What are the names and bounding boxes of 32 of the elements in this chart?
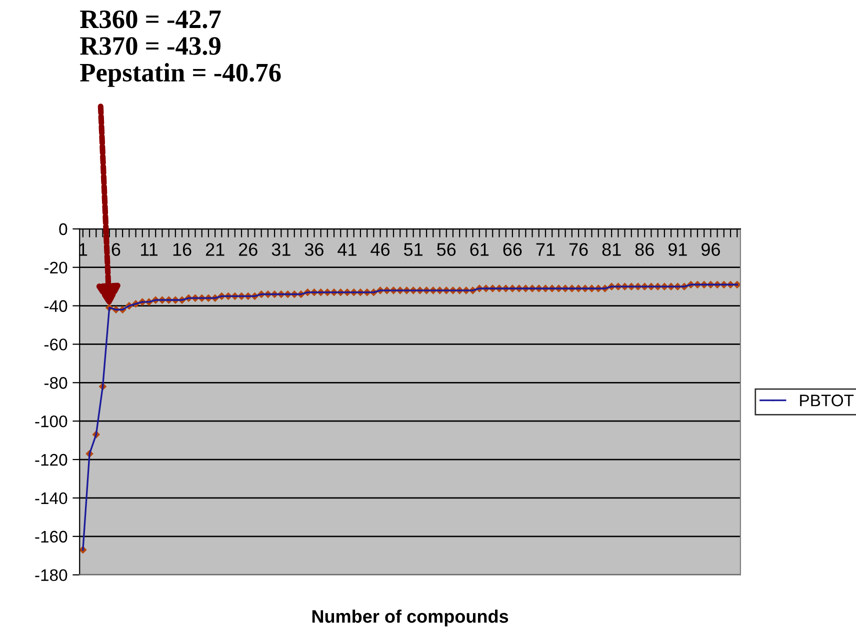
y-tick-label: -20 — [44, 262, 68, 274]
x-tick-label: 21 — [206, 243, 224, 256]
x-tick-label: 71 — [536, 243, 555, 256]
x-tick-label: 66 — [503, 243, 522, 256]
x-tick-label: 56 — [437, 243, 456, 256]
y-tick-label: -160 — [35, 530, 68, 543]
x-tick-label: 26 — [238, 243, 258, 256]
y-tick-label: -80 — [44, 377, 68, 389]
y-tick-label: -140 — [35, 492, 68, 504]
x-tick-label: 36 — [304, 243, 324, 256]
x-tick-label: 76 — [569, 243, 588, 256]
annotation: R360 = -42.7 R370 = -43.9 Pepstatin = -40.76 — [80, 10, 281, 87]
y-tick-label: -60 — [44, 338, 68, 350]
x-tick-label: 41 — [338, 243, 356, 256]
x-tick-label: 61 — [470, 243, 489, 256]
x-tick-label: 81 — [602, 243, 621, 256]
x-axis-title: Number of compounds — [312, 610, 508, 626]
x-tick-label: 91 — [668, 243, 687, 256]
x-tick-label: 11 — [140, 243, 158, 256]
y-tick-label: -40 — [44, 300, 68, 312]
y-tick-label: -120 — [35, 454, 68, 466]
x-tick-label: 6 — [112, 243, 120, 256]
x-tick-label: 31 — [272, 243, 290, 256]
x-tick-label: 96 — [702, 243, 720, 256]
x-tick-label: 86 — [635, 243, 654, 256]
legend-label: PBTOT — [800, 394, 854, 406]
y-tick-label: 0 — [59, 223, 68, 236]
y-tick-label: -180 — [35, 569, 68, 582]
x-tick-label: 16 — [173, 243, 192, 256]
x-tick-label: 51 — [404, 243, 422, 256]
x-tick-label: 46 — [370, 243, 390, 256]
y-tick-label: -100 — [35, 415, 68, 428]
